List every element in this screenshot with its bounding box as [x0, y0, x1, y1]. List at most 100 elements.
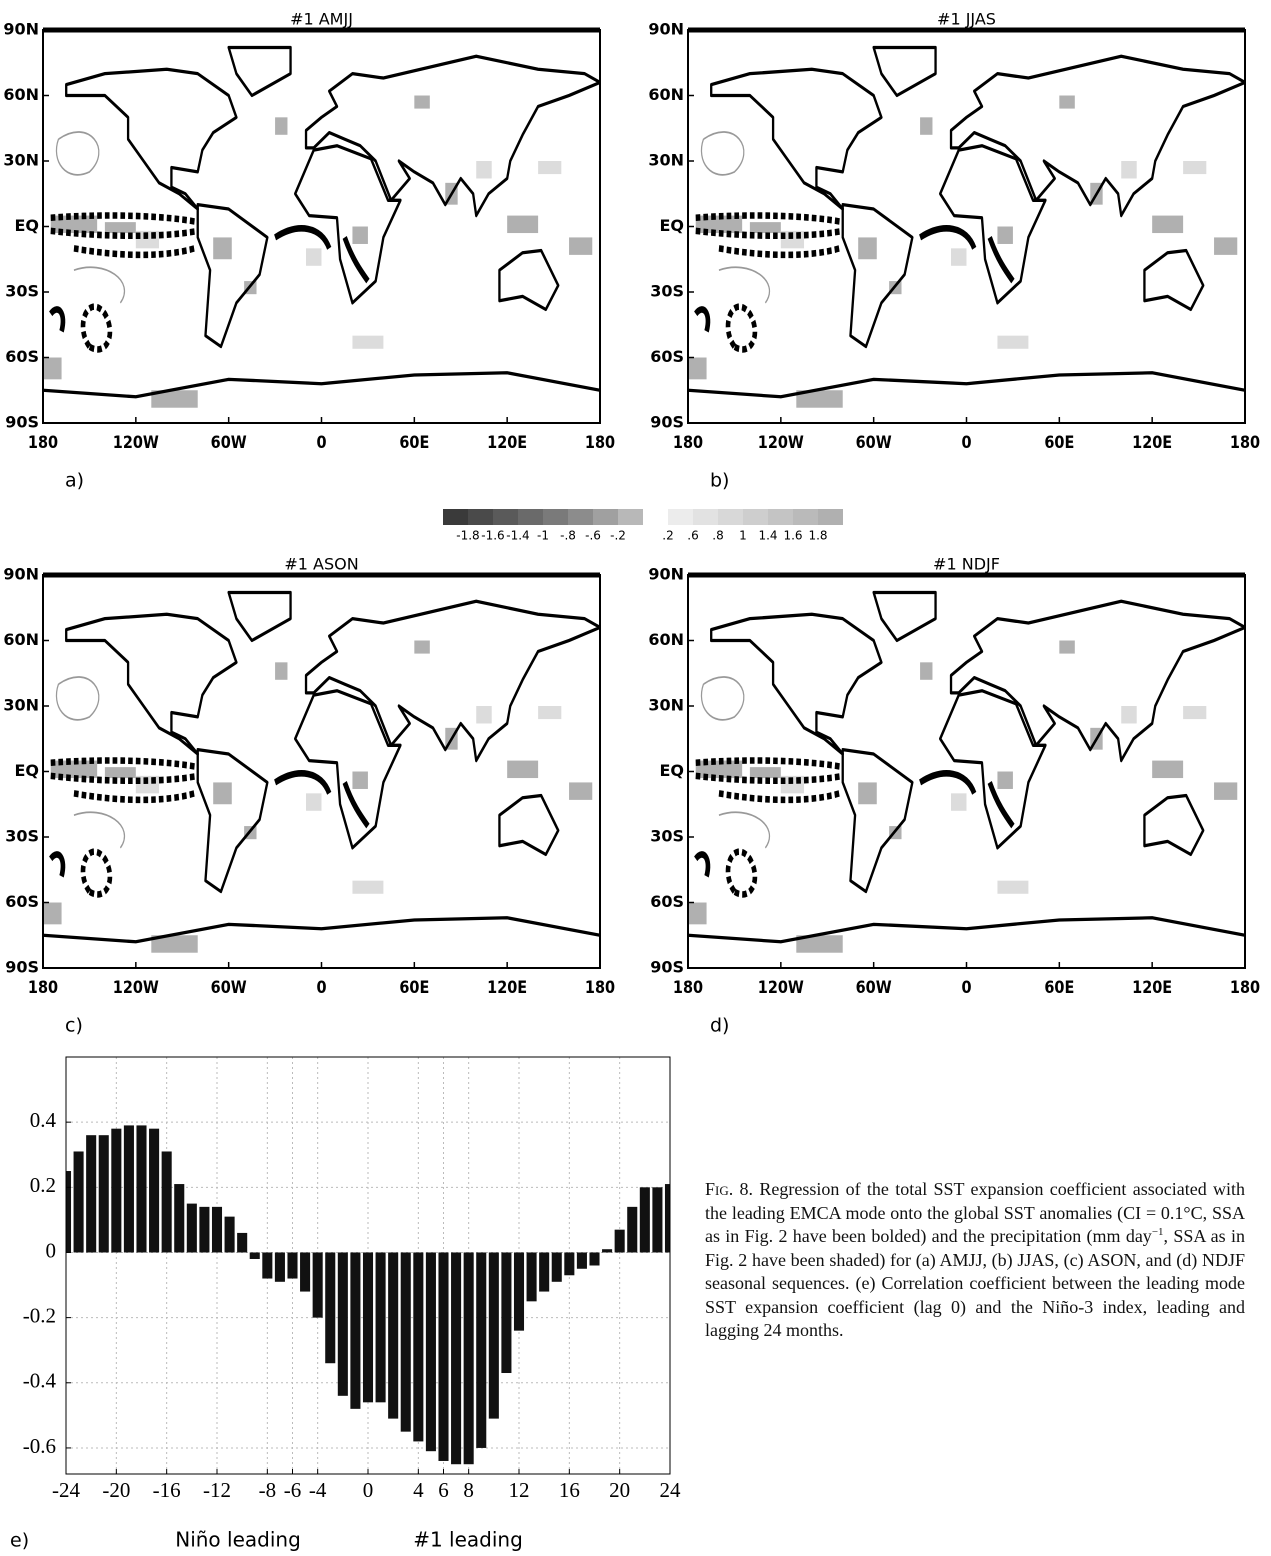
x-tick-label: 0: [363, 1478, 374, 1502]
colorbar-swatch: [768, 509, 793, 525]
colorbar-label: -1: [537, 529, 549, 543]
colorbar-label: -1.4: [506, 529, 529, 543]
bar: [513, 1252, 525, 1331]
map-panel: #1 NDJF 180 120W 60W 0 60E 120E 180 90N 60N 30N EQ 3…: [648, 555, 1260, 1037]
map-lat-label: 30N: [648, 151, 684, 170]
colorbar-swatch: [518, 509, 543, 525]
bar: [66, 1171, 72, 1253]
colorbar-swatch: [668, 509, 693, 525]
bar: [438, 1252, 449, 1461]
bar: [287, 1252, 298, 1279]
colorbar-label: .2: [662, 529, 673, 543]
map-lon-label: 60E: [1044, 432, 1074, 452]
bar: [425, 1252, 436, 1452]
map-lon-label: 180: [28, 432, 58, 452]
map-lat-label: 90S: [5, 413, 39, 432]
map-title: #1 ASON: [284, 555, 358, 574]
map-lon-label: 180: [673, 432, 703, 452]
bar: [589, 1252, 600, 1266]
bar: [501, 1252, 512, 1374]
caption: Fig. 8. Regression of the total SST expa…: [705, 1178, 1245, 1343]
map-lat-label: 90S: [5, 958, 39, 977]
caption-text: Regression of the total SST expansion co…: [705, 1179, 1246, 1246]
bar: [413, 1252, 424, 1442]
map-lon-label: 180: [1230, 432, 1260, 452]
bar: [375, 1252, 386, 1403]
map-lon-label: 60W: [211, 432, 247, 452]
map-lon-label: 120W: [113, 977, 159, 997]
map-lon-label: 60W: [856, 977, 892, 997]
bar: [186, 1203, 197, 1253]
y-tick-label: -0.4: [23, 1369, 57, 1393]
bar-chart: -24 -20 -16 -12 -8 -6 -4 0 4 6 8 12 16 20 24 -0.6 -0.4 -0…: [10, 1056, 682, 1552]
map-lat-label: 30S: [650, 827, 684, 846]
colorbar-swatch: [693, 509, 718, 525]
map-lon-label: 120W: [758, 432, 804, 452]
map-lon-label: 0: [316, 432, 326, 452]
colorbar-label: -.8: [560, 529, 576, 543]
colorbar-swatch: [793, 509, 818, 525]
bar: [652, 1187, 663, 1253]
map-lat-label: 60N: [3, 85, 39, 104]
colorbar: -1.8 -1.6 -1.4 -1 -.8 -.6 -.2 .2 .6 .8 1 1.4 1.6 1.8: [443, 509, 843, 543]
map-lat-label: 90N: [3, 20, 39, 39]
caption-text: , SSA as in Fig. 2 have been shaded) for…: [705, 1226, 1245, 1340]
map-lat-label: 60S: [650, 347, 684, 366]
x-tick-label: -4: [309, 1478, 327, 1502]
map-lat-label: 30N: [648, 696, 684, 715]
map-lat-label: 60N: [648, 630, 684, 649]
map-lon-label: 120W: [113, 432, 159, 452]
map-lat-label: 30N: [3, 696, 39, 715]
caption-label: Fig. 8.: [705, 1179, 754, 1199]
map-lon-label: 120E: [1132, 977, 1172, 997]
bar: [639, 1187, 650, 1253]
x-tick-label: -6: [284, 1478, 302, 1502]
bar: [576, 1252, 587, 1269]
bar: [237, 1232, 248, 1253]
map-panel: #1 ASON 180 120W 60W 0 60E 120E 180 90N 60N 30N EQ 3…: [3, 555, 615, 1037]
map-lon-label: 180: [585, 432, 615, 452]
bar: [262, 1252, 273, 1279]
map-lon-label: 180: [28, 977, 58, 997]
map-lat-label: 30S: [650, 282, 684, 301]
colorbar-label: -.6: [585, 529, 601, 543]
y-tick-label: 0: [46, 1238, 57, 1262]
map-content: [688, 47, 1245, 407]
panel-label: e): [10, 1530, 29, 1552]
colorbar-swatch: [643, 509, 668, 525]
colorbar-swatch: [718, 509, 743, 525]
map-lat-label: 60N: [3, 630, 39, 649]
x-tick-label: -8: [259, 1478, 277, 1502]
map-lat-label: 60N: [648, 85, 684, 104]
x-tick-label: -12: [203, 1478, 231, 1502]
colorbar-swatch: [568, 509, 593, 525]
bar: [337, 1252, 348, 1396]
map-lat-label: 90N: [3, 565, 39, 584]
map-lat-label: EQ: [14, 761, 39, 780]
colorbar-swatch: [743, 509, 768, 525]
bar: [199, 1206, 210, 1253]
map-lat-label: EQ: [14, 216, 39, 235]
bar: [136, 1125, 147, 1253]
bar: [451, 1252, 462, 1465]
map-panel: #1 AMJJ 180 120W 60W 0 60E 120E 180 90N 60N 30N EQ 3…: [3, 10, 615, 492]
y-tick-label: -0.2: [23, 1303, 56, 1327]
bar: [551, 1252, 562, 1282]
panel-label: b): [710, 470, 729, 492]
panel-label: a): [65, 470, 84, 492]
colorbar-swatch: [543, 509, 568, 525]
bar: [476, 1252, 487, 1448]
x-tick-label: 20: [609, 1478, 630, 1502]
map-title: #1 NDJF: [933, 555, 1000, 574]
colorbar-swatch: [493, 509, 518, 525]
x-tick-label: 12: [509, 1478, 530, 1502]
x-tick-label: 24: [660, 1478, 682, 1502]
map-lat-label: 90N: [648, 565, 684, 584]
bar: [362, 1252, 374, 1403]
bar: [123, 1125, 134, 1253]
map-panel: #1 JJAS 180 120W 60W 0 60E 120E 180 90N 60N 30N EQ 3…: [648, 10, 1260, 492]
colorbar-label: 1.8: [808, 529, 827, 543]
annotation: #1 leading: [413, 1528, 523, 1552]
bar: [463, 1252, 474, 1465]
